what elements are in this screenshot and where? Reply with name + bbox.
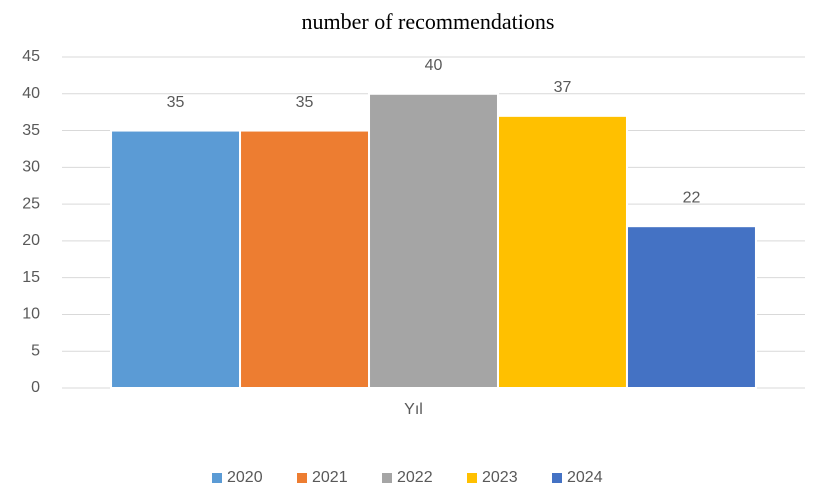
y-tick-label: 45 bbox=[22, 48, 40, 65]
y-tick-label: 10 bbox=[22, 306, 40, 323]
data-label: 35 bbox=[296, 94, 314, 111]
data-label: 40 bbox=[425, 57, 443, 74]
data-label: 22 bbox=[683, 189, 701, 206]
y-tick-label: 30 bbox=[22, 159, 40, 176]
legend-label: 2021 bbox=[312, 469, 348, 486]
chart-title: number of recommendations bbox=[302, 9, 555, 34]
x-tick-label: Yıl bbox=[404, 401, 423, 418]
bar bbox=[496, 114, 628, 389]
bar bbox=[239, 129, 371, 390]
bar bbox=[110, 129, 242, 390]
legend-label: 2024 bbox=[567, 469, 603, 486]
legend-swatch bbox=[297, 473, 307, 483]
y-tick-label: 5 bbox=[31, 342, 40, 359]
y-tick-label: 25 bbox=[22, 195, 40, 212]
bar bbox=[625, 225, 757, 389]
y-tick-label: 35 bbox=[22, 122, 40, 139]
y-tick-label: 40 bbox=[22, 85, 40, 102]
legend-label: 2022 bbox=[397, 469, 433, 486]
legend-swatch bbox=[467, 473, 477, 483]
legend-swatch bbox=[212, 473, 222, 483]
bar bbox=[368, 92, 499, 390]
y-tick-label: 15 bbox=[22, 269, 40, 286]
legend-label: 2023 bbox=[482, 469, 518, 486]
legend-swatch bbox=[382, 473, 392, 483]
data-label: 37 bbox=[554, 79, 572, 96]
y-tick-label: 20 bbox=[22, 232, 40, 249]
legend-label: 2020 bbox=[227, 469, 263, 486]
data-label: 35 bbox=[167, 94, 185, 111]
y-tick-label: 0 bbox=[31, 379, 40, 396]
legend-swatch bbox=[552, 473, 562, 483]
